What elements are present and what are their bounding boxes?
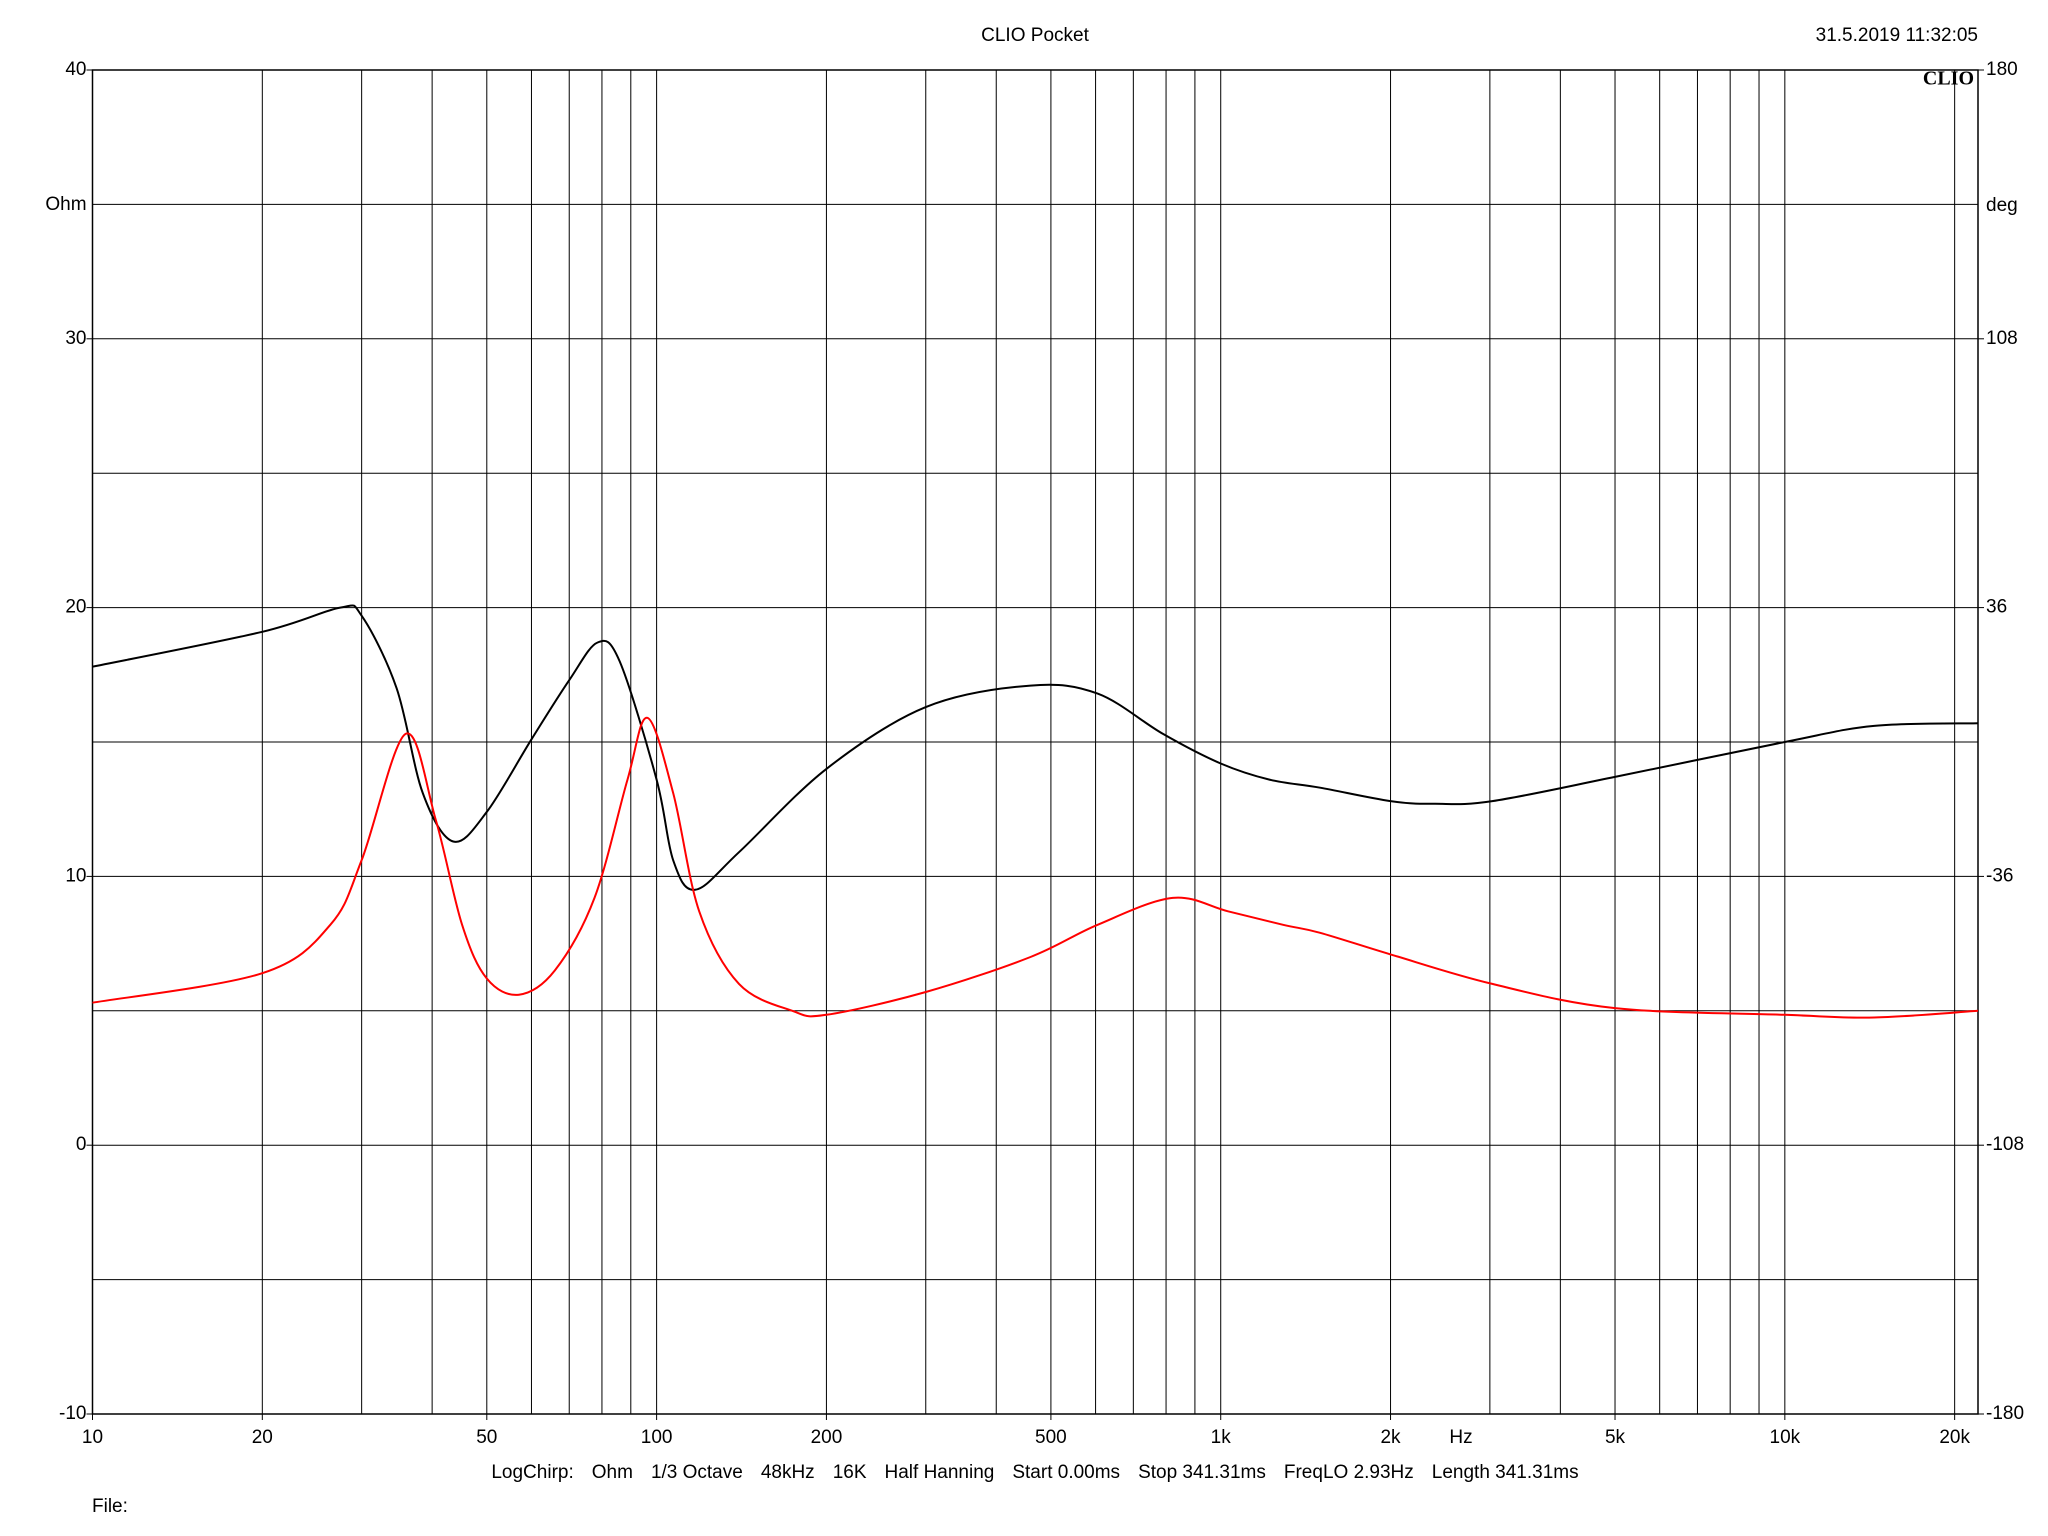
y-tick-label: 40	[65, 59, 86, 80]
y2-axis-label: deg	[1986, 195, 2018, 216]
y-tick-label: 20	[65, 597, 86, 618]
footer-item: Half Hanning	[885, 1462, 995, 1483]
timestamp: 31.5.2019 11:32:05	[1816, 25, 1978, 46]
footer-item: Length 341.31ms	[1432, 1462, 1579, 1483]
series-line	[92, 716, 1979, 1019]
y2-tick-label: -36	[1986, 865, 2013, 886]
x-tick-label: 50	[476, 1427, 497, 1448]
footer-item: Stop 341.31ms	[1138, 1462, 1266, 1483]
x-tick-label: 200	[811, 1427, 843, 1448]
x-tick-label: 1k	[1211, 1427, 1232, 1448]
footer: LogChirp: Ohm 1/3 Octave 48kHz 16K Half Hanni…	[491, 1462, 1578, 1483]
footer-item: 48kHz	[761, 1462, 815, 1483]
x-tick-label: 10	[82, 1427, 103, 1448]
x-axis-label: Hz	[1449, 1427, 1472, 1448]
y2-tick-label: 36	[1986, 597, 2007, 618]
y-axis-label: Ohm	[45, 194, 86, 215]
footer-item: LogChirp:	[491, 1462, 573, 1483]
footer-item: 16K	[833, 1462, 867, 1483]
x-tick-label: 2k	[1380, 1427, 1401, 1448]
y2-tick-label: -108	[1986, 1134, 2024, 1155]
y-tick-label: -10	[59, 1403, 86, 1424]
x-tick-label: 10k	[1770, 1427, 1801, 1448]
x-tick-label: 100	[641, 1427, 673, 1448]
footer-item: Start 0.00ms	[1012, 1462, 1120, 1483]
logo: CLIO	[1923, 68, 1974, 90]
x-tick-label: 500	[1035, 1427, 1067, 1448]
chart-title: CLIO Pocket	[981, 25, 1089, 46]
y-tick-label: 30	[65, 328, 86, 349]
footer-item: Ohm	[592, 1462, 633, 1483]
y-tick-label: 0	[76, 1134, 87, 1155]
footer-item: FreqLO 2.93Hz	[1284, 1462, 1414, 1483]
y2-tick-label: 180	[1986, 59, 2018, 80]
x-tick-label: 5k	[1605, 1427, 1626, 1448]
x-tick-label: 20k	[1939, 1427, 1970, 1448]
footer-item: 1/3 Octave	[651, 1462, 743, 1483]
series-line	[92, 604, 1979, 891]
y-tick-label: 10	[65, 865, 86, 886]
plot-frame	[91, 69, 1979, 1415]
file-label: File:	[92, 1496, 128, 1517]
y2-tick-label: -180	[1986, 1403, 2024, 1424]
y2-tick-label: 108	[1986, 328, 2018, 349]
x-tick-label: 20	[252, 1427, 273, 1448]
